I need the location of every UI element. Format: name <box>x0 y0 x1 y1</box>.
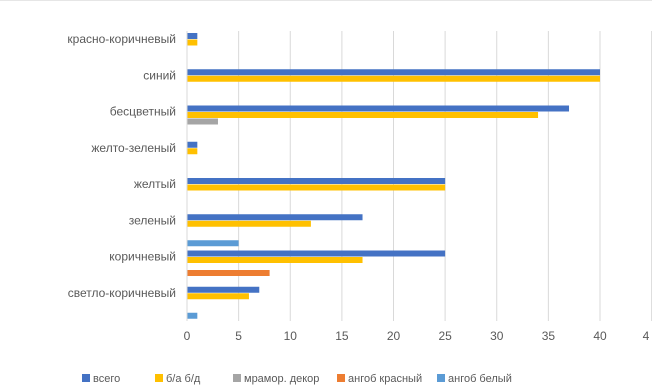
bar-7-1 <box>187 293 249 300</box>
bar-2-0 <box>187 105 570 112</box>
legend-swatch <box>155 374 163 382</box>
x-tick-label: 5 <box>235 329 242 343</box>
legend-label: мрамор. декор <box>244 373 319 385</box>
category-label: желтый <box>134 177 176 191</box>
category-label: синий <box>143 68 176 82</box>
legend-label: ангоб красный <box>348 373 422 385</box>
bar-2-2 <box>187 118 218 125</box>
x-tick-label: 0 <box>184 329 191 343</box>
category-label: желто-зеленый <box>91 141 176 155</box>
bar-3-1 <box>187 148 198 155</box>
x-tick-label: 30 <box>490 329 504 343</box>
bar-0-0 <box>187 33 198 39</box>
x-tick-label: 15 <box>335 329 349 343</box>
bar-5-0 <box>187 214 363 221</box>
bar-6-0 <box>187 250 446 257</box>
bar-7-0 <box>187 286 260 293</box>
x-tick-label: 20 <box>387 329 401 343</box>
bar-0-1 <box>187 39 198 46</box>
bar-1-1 <box>187 75 600 82</box>
x-axis-ticks: 0 5 10 15 20 25 30 35 40 4 <box>184 329 650 343</box>
x-tick-label: 10 <box>284 329 298 343</box>
legend: всего б/а б/д мрамор. декор ангоб красный ан… <box>82 373 512 385</box>
category-label: красно-коричневый <box>67 32 176 46</box>
legend-label: б/а б/д <box>166 373 201 385</box>
bar-5-1 <box>187 220 311 227</box>
category-label: зеленый <box>129 213 176 227</box>
category-label: бесцветный <box>110 105 176 119</box>
legend-label: ангоб белый <box>448 373 512 385</box>
category-label: коричневый <box>109 250 176 264</box>
bar-3-0 <box>187 141 198 148</box>
bar-2-1 <box>187 112 539 118</box>
bar-1-0 <box>187 69 600 76</box>
bar-7-4 <box>187 312 198 319</box>
legend-swatch <box>82 374 90 382</box>
legend-swatch <box>337 374 345 382</box>
bar-6-1 <box>187 257 363 263</box>
bar-5-4 <box>187 240 239 247</box>
bars <box>187 33 600 319</box>
x-tick-label: 40 <box>593 329 607 343</box>
x-tick-label: 35 <box>542 329 556 343</box>
bar-4-1 <box>187 184 446 191</box>
bar-4-0 <box>187 178 446 184</box>
x-tick-label: 25 <box>438 329 452 343</box>
category-labels: красно-коричневый синий бесцветный желто-зе… <box>67 32 176 300</box>
legend-label: всего <box>93 373 120 385</box>
x-tick-label: 4 <box>643 329 650 343</box>
legend-swatch <box>233 374 241 382</box>
category-label: светло-коричневый <box>68 286 176 300</box>
bar-6-3 <box>187 270 270 276</box>
legend-swatch <box>437 374 445 382</box>
